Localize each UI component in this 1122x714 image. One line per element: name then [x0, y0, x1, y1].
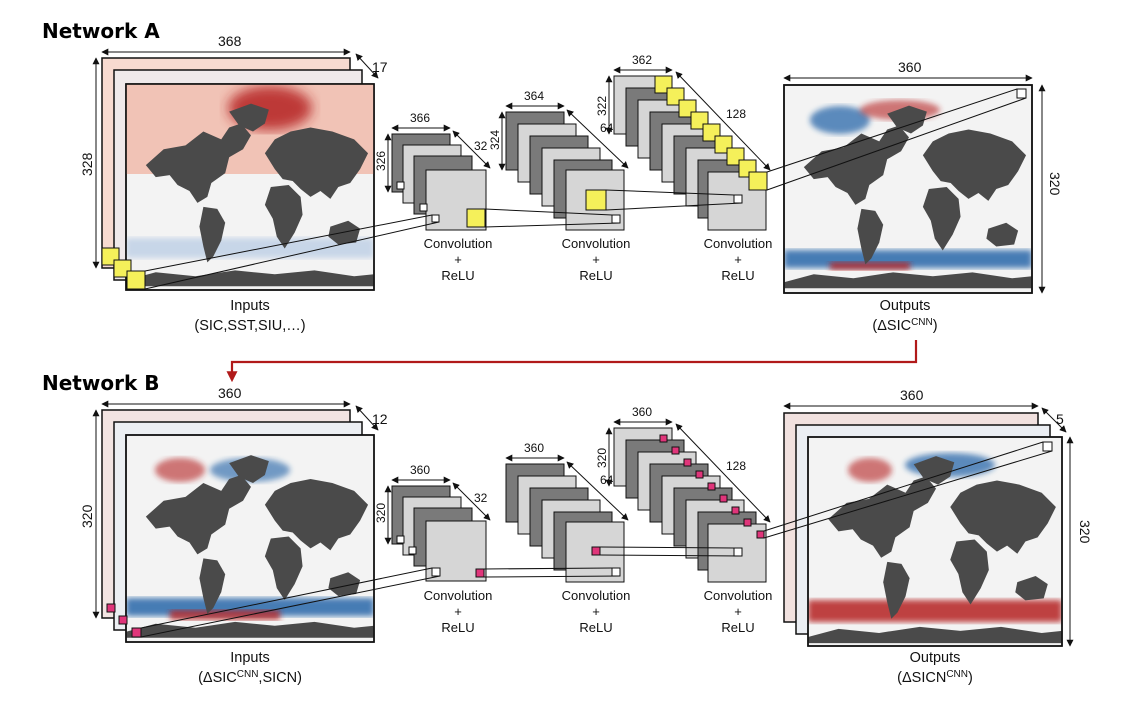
- network-b-output-height: 320: [1077, 520, 1093, 544]
- network-a-output-width: 360: [898, 59, 922, 75]
- network-b-output-stack: [783, 412, 1063, 647]
- network-b-conv1-caption-plus: +: [454, 604, 462, 619]
- network-a-input-caption: Inputs: [230, 298, 270, 314]
- network-a-conv3-caption-activation: ReLU: [721, 268, 754, 283]
- network-b-conv2-depth: 64: [600, 473, 614, 487]
- network-a-conv1-caption-plus: +: [454, 252, 462, 267]
- network-b-receptive-field-lines: [140, 441, 1053, 638]
- network-a-input-width: 368: [218, 33, 242, 49]
- kernel-marker: [748, 171, 768, 191]
- network-b-conv3-width: 360: [632, 405, 652, 419]
- network-b-conv2-width: 360: [524, 441, 544, 455]
- network-b-conv3-stack: [613, 427, 767, 583]
- network-a-conv3-stack: [613, 75, 768, 231]
- network-b-input-caption: Inputs: [230, 650, 270, 666]
- network-b-conv1-caption-activation: ReLU: [441, 620, 474, 635]
- network-b-output-caption: Outputs: [910, 650, 961, 666]
- network-b-conv3-caption: Convolution: [704, 588, 773, 603]
- network-b-input-depth: 12: [372, 411, 388, 427]
- network-b-conv2-caption-activation: ReLU: [579, 620, 612, 635]
- network-b-conv2-caption: Convolution: [562, 588, 631, 603]
- network-b-input-stack: [101, 409, 375, 643]
- network-a-output-map: [783, 84, 1033, 294]
- network-a-input-caption-detail: (SIC,SST,SIU,…): [194, 318, 305, 334]
- network-a-to-b-connector-arrow: [226, 340, 918, 383]
- network-a-conv3-width: 362: [632, 53, 652, 67]
- network-a-conv1-height: 326: [374, 151, 388, 171]
- network-a-conv3-caption: Convolution: [704, 236, 773, 251]
- network-a-conv2-caption-plus: +: [592, 252, 600, 267]
- network-b-output-depth: 5: [1056, 411, 1064, 427]
- network-a-conv1-caption-activation: ReLU: [441, 268, 474, 283]
- network-b-conv3-caption-plus: +: [734, 604, 742, 619]
- network-a-input-depth: 17: [372, 59, 388, 75]
- network-b-title: Network B: [42, 371, 159, 395]
- kernel-marker: [466, 208, 486, 228]
- network-a-conv2-depth: 64: [600, 121, 614, 135]
- network-b-conv1-stack: [391, 485, 487, 582]
- network-b-conv1-height: 320: [374, 503, 388, 523]
- depth-dimension-arrow: [355, 53, 379, 79]
- network-a-conv1-caption: Convolution: [424, 236, 493, 251]
- network-a-input-height: 328: [79, 152, 95, 176]
- network-b-conv3-depth: 128: [726, 459, 746, 473]
- network-b-input-height: 320: [79, 504, 95, 528]
- network-a-receptive-field-lines: [144, 88, 1027, 290]
- kernel-marker: [756, 530, 765, 539]
- network-a-title: Network A: [42, 19, 160, 43]
- network-a-conv1-width: 366: [410, 111, 430, 125]
- network-b-conv3-height: 320: [595, 448, 609, 468]
- network-b-input-caption-detail: (ΔSICCNN,SICN): [198, 669, 302, 686]
- kernel-marker: [585, 189, 607, 211]
- network-a-input-stack: [101, 57, 375, 291]
- network-b-input-width: 360: [218, 385, 242, 401]
- network-b-conv1-caption: Convolution: [424, 588, 493, 603]
- network-b-conv2-caption-plus: +: [592, 604, 600, 619]
- network-a-output-height: 320: [1047, 172, 1063, 196]
- network-a-conv1-stack: [391, 133, 487, 231]
- network-b-conv1-depth: 32: [474, 491, 488, 505]
- kernel-marker: [131, 627, 142, 638]
- network-a-conv1-depth: 32: [474, 139, 488, 153]
- kernel-marker: [126, 270, 146, 290]
- network-b-output-width: 360: [900, 387, 924, 403]
- network-b-conv1-width: 360: [410, 463, 430, 477]
- network-a-conv2-caption: Convolution: [562, 236, 631, 251]
- network-b-conv3-caption-activation: ReLU: [721, 620, 754, 635]
- network-a-conv3-depth: 128: [726, 107, 746, 121]
- network-a-output-caption: Outputs: [880, 298, 931, 314]
- network-a-conv2-height: 324: [488, 130, 502, 150]
- network-a-output-caption-detail: (ΔSICCNN): [872, 317, 937, 334]
- network-b-output-caption-detail: (ΔSICNCNN): [897, 669, 973, 686]
- network-a-conv2-caption-activation: ReLU: [579, 268, 612, 283]
- network-a-conv2-width: 364: [524, 89, 544, 103]
- kernel-marker: [475, 568, 485, 578]
- network-a-conv3-caption-plus: +: [734, 252, 742, 267]
- network-a-conv3-height: 322: [595, 96, 609, 116]
- kernel-marker: [591, 546, 601, 556]
